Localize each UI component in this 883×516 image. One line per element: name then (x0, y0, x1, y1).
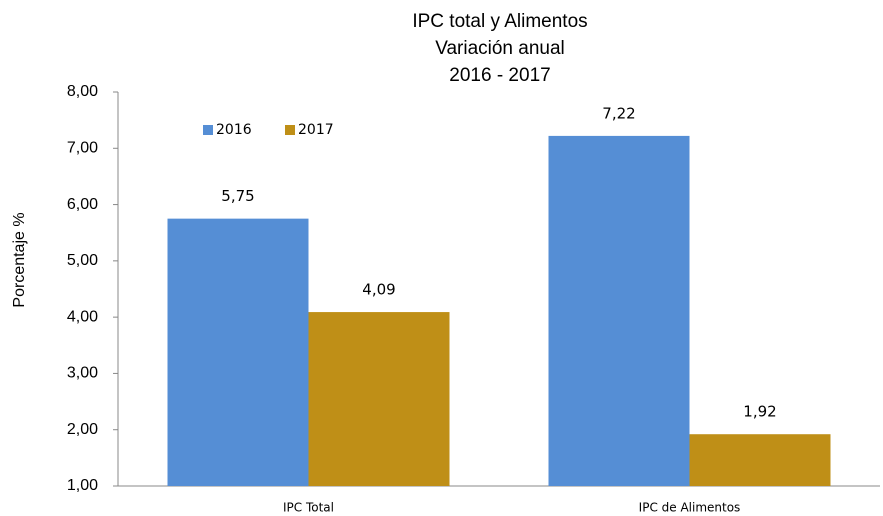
bar (167, 218, 309, 486)
chart-title: 2016 - 2017 (449, 65, 550, 86)
y-tick-label: 4,00 (67, 308, 98, 325)
chart-title: Variación anual (435, 38, 565, 59)
bar (308, 312, 450, 486)
chart-title: IPC total y Alimentos (412, 11, 587, 32)
y-tick-label: 8,00 (67, 83, 98, 100)
y-tick-label: 3,00 (67, 365, 98, 382)
legend-swatch (285, 125, 295, 135)
y-tick-label: 7,00 (67, 140, 98, 157)
data-label: 7,22 (602, 104, 635, 122)
data-label: 1,92 (743, 403, 776, 421)
y-tick-label: 6,00 (67, 196, 98, 213)
y-axis-label: Porcentaje % (11, 212, 28, 307)
x-tick-label: IPC Total (283, 501, 334, 515)
legend-label: 2016 (216, 122, 252, 138)
legend-swatch (203, 125, 213, 135)
x-tick-label: IPC de Alimentos (639, 501, 741, 515)
y-tick-label: 2,00 (67, 421, 98, 438)
y-tick-label: 5,00 (67, 252, 98, 269)
data-label: 5,75 (221, 187, 254, 205)
bar (689, 434, 831, 486)
y-tick-label: 1,00 (67, 477, 98, 494)
data-label: 4,09 (362, 281, 395, 299)
bar (548, 135, 690, 486)
legend-label: 2017 (298, 122, 334, 138)
